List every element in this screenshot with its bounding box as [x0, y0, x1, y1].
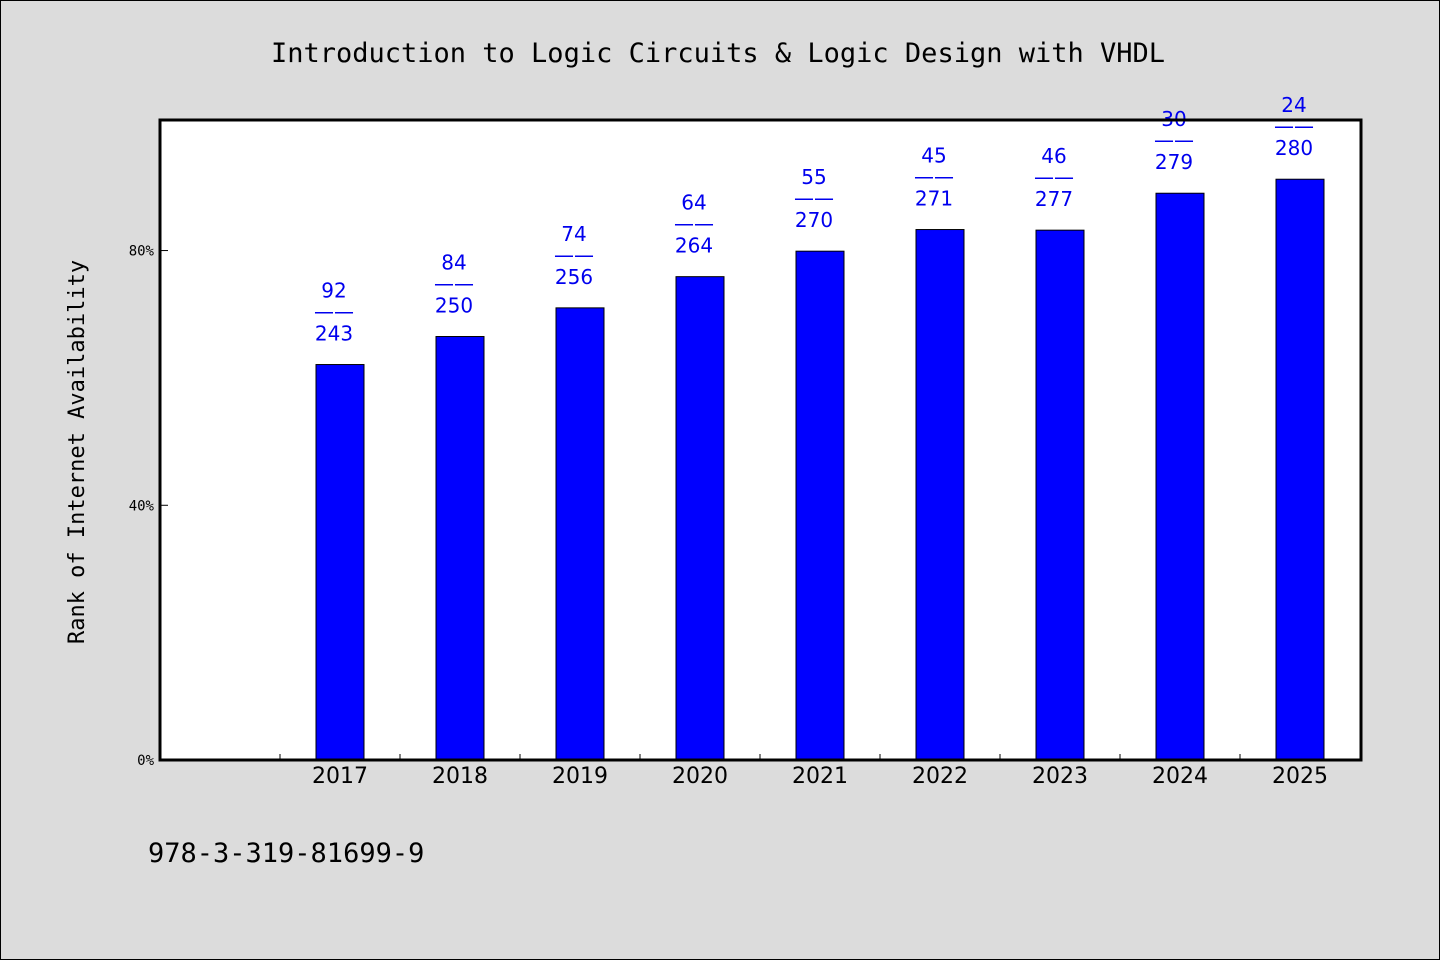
data-label-separator: ——: [1274, 114, 1314, 138]
x-tick-label-2022: 2022: [912, 764, 968, 789]
data-label-bottom: 264: [675, 234, 713, 258]
data-label-separator: ——: [794, 186, 834, 210]
bar-2023: [1035, 229, 1085, 761]
bar-2017: [315, 364, 365, 761]
y-axis-ticks: 0% 40% 80%: [129, 244, 168, 769]
data-labels-layer: 92——24384——25074——25664——26455——27045——2…: [314, 93, 1314, 345]
bar-2018: [435, 336, 485, 761]
bar-2021: [795, 250, 845, 761]
y-tick-label: 80%: [129, 244, 155, 260]
data-label-bottom: 243: [315, 322, 353, 346]
data-label-bottom: 277: [1035, 187, 1073, 211]
data-label-top: 64: [681, 191, 706, 215]
data-label-separator: ——: [434, 272, 474, 296]
chart-title: Introduction to Logic Circuits & Logic D…: [271, 38, 1165, 69]
bar-2025: [1275, 178, 1325, 761]
bar-2022: [915, 229, 965, 761]
data-label-separator: ——: [674, 212, 714, 236]
y-tick-label: 40%: [129, 498, 155, 514]
bar-2019: [555, 307, 605, 761]
data-label-top: 92: [321, 279, 346, 303]
x-axis-ticks: 2017 2018 2019 2020 2021 2022 2023 2024 2025: [279, 754, 1361, 789]
data-label-separator: ——: [314, 300, 354, 324]
data-label-top: 45: [921, 144, 946, 168]
data-label-bottom: 280: [1275, 136, 1313, 160]
plot-border: [158, 118, 1363, 762]
data-label-bottom: 250: [435, 294, 473, 318]
data-label-separator: ——: [914, 165, 954, 189]
data-label-top: 84: [441, 251, 466, 275]
bars-layer: [315, 178, 1325, 761]
y-tick-label: 0%: [137, 753, 154, 769]
x-tick-label-2025: 2025: [1272, 764, 1328, 789]
data-label-separator: ——: [1154, 128, 1194, 152]
data-label-top: 24: [1281, 93, 1306, 117]
data-label-bottom: 270: [795, 208, 833, 232]
data-label-bottom: 256: [555, 265, 593, 289]
bar-2020: [675, 276, 725, 761]
data-label-bottom: 279: [1155, 150, 1193, 174]
data-label-separator: ——: [1034, 165, 1074, 189]
bar-2024: [1155, 192, 1205, 761]
data-label-separator: ——: [554, 243, 594, 267]
x-tick-label-2021: 2021: [792, 764, 848, 789]
data-label-top: 74: [561, 222, 586, 246]
y-axis-label: Rank of Internet Availability: [65, 260, 90, 644]
x-tick-label-2019: 2019: [552, 764, 608, 789]
x-tick-label-2023: 2023: [1032, 764, 1088, 789]
x-tick-label-2017: 2017: [312, 764, 368, 789]
x-tick-label-2018: 2018: [432, 764, 488, 789]
data-label-top: 55: [801, 165, 826, 189]
isbn-text: 978-3-319-81699-9: [148, 838, 424, 869]
data-label-bottom: 271: [915, 187, 953, 211]
x-tick-label-2024: 2024: [1152, 764, 1208, 789]
x-tick-label-2020: 2020: [672, 764, 728, 789]
data-label-top: 46: [1041, 144, 1066, 168]
